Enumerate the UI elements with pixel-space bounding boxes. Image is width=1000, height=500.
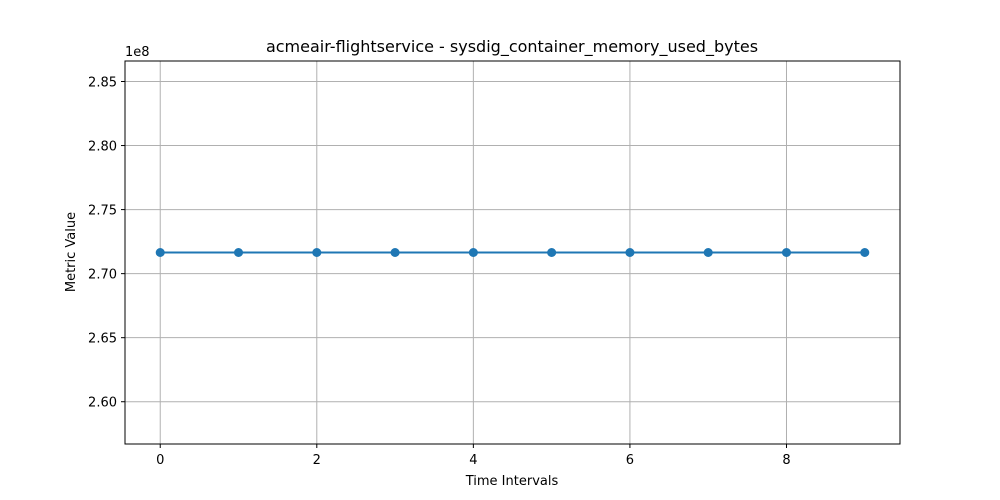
x-tick-label: 4 [469, 453, 477, 468]
data-point [312, 248, 322, 257]
data-point [860, 248, 870, 257]
data-point [625, 248, 635, 257]
chart-title: acmeair-flightservice - sysdig_container… [266, 37, 758, 57]
y-tick-label: 2.85 [88, 75, 117, 90]
data-point [155, 248, 165, 257]
y-tick-label: 2.65 [88, 332, 117, 347]
data-point [781, 248, 791, 257]
series-layer [155, 248, 870, 257]
x-tick-label: 2 [313, 453, 321, 468]
data-point [547, 248, 557, 257]
data-point [703, 248, 713, 257]
x-tick-label: 0 [156, 453, 164, 468]
y-tick-label: 2.60 [88, 396, 117, 411]
data-point [390, 248, 400, 257]
y-axis-label: Metric Value [64, 212, 79, 292]
plot-area-frame [124, 60, 901, 445]
x-axis-label: Time Intervals [465, 474, 559, 489]
y-tick-label: 2.80 [88, 140, 117, 155]
y-axis-offset-label: 1e8 [125, 45, 150, 60]
y-tick-label: 2.75 [88, 204, 117, 219]
x-tick-label: 6 [626, 453, 634, 468]
data-point [468, 248, 478, 257]
y-tick-label: 2.70 [88, 268, 117, 283]
axis-ticks: 0 2 4 6 8 2.60 2.65 2.70 2.75 2.80 2.85 [88, 75, 791, 468]
data-point [234, 248, 244, 257]
x-tick-label: 8 [782, 453, 790, 468]
